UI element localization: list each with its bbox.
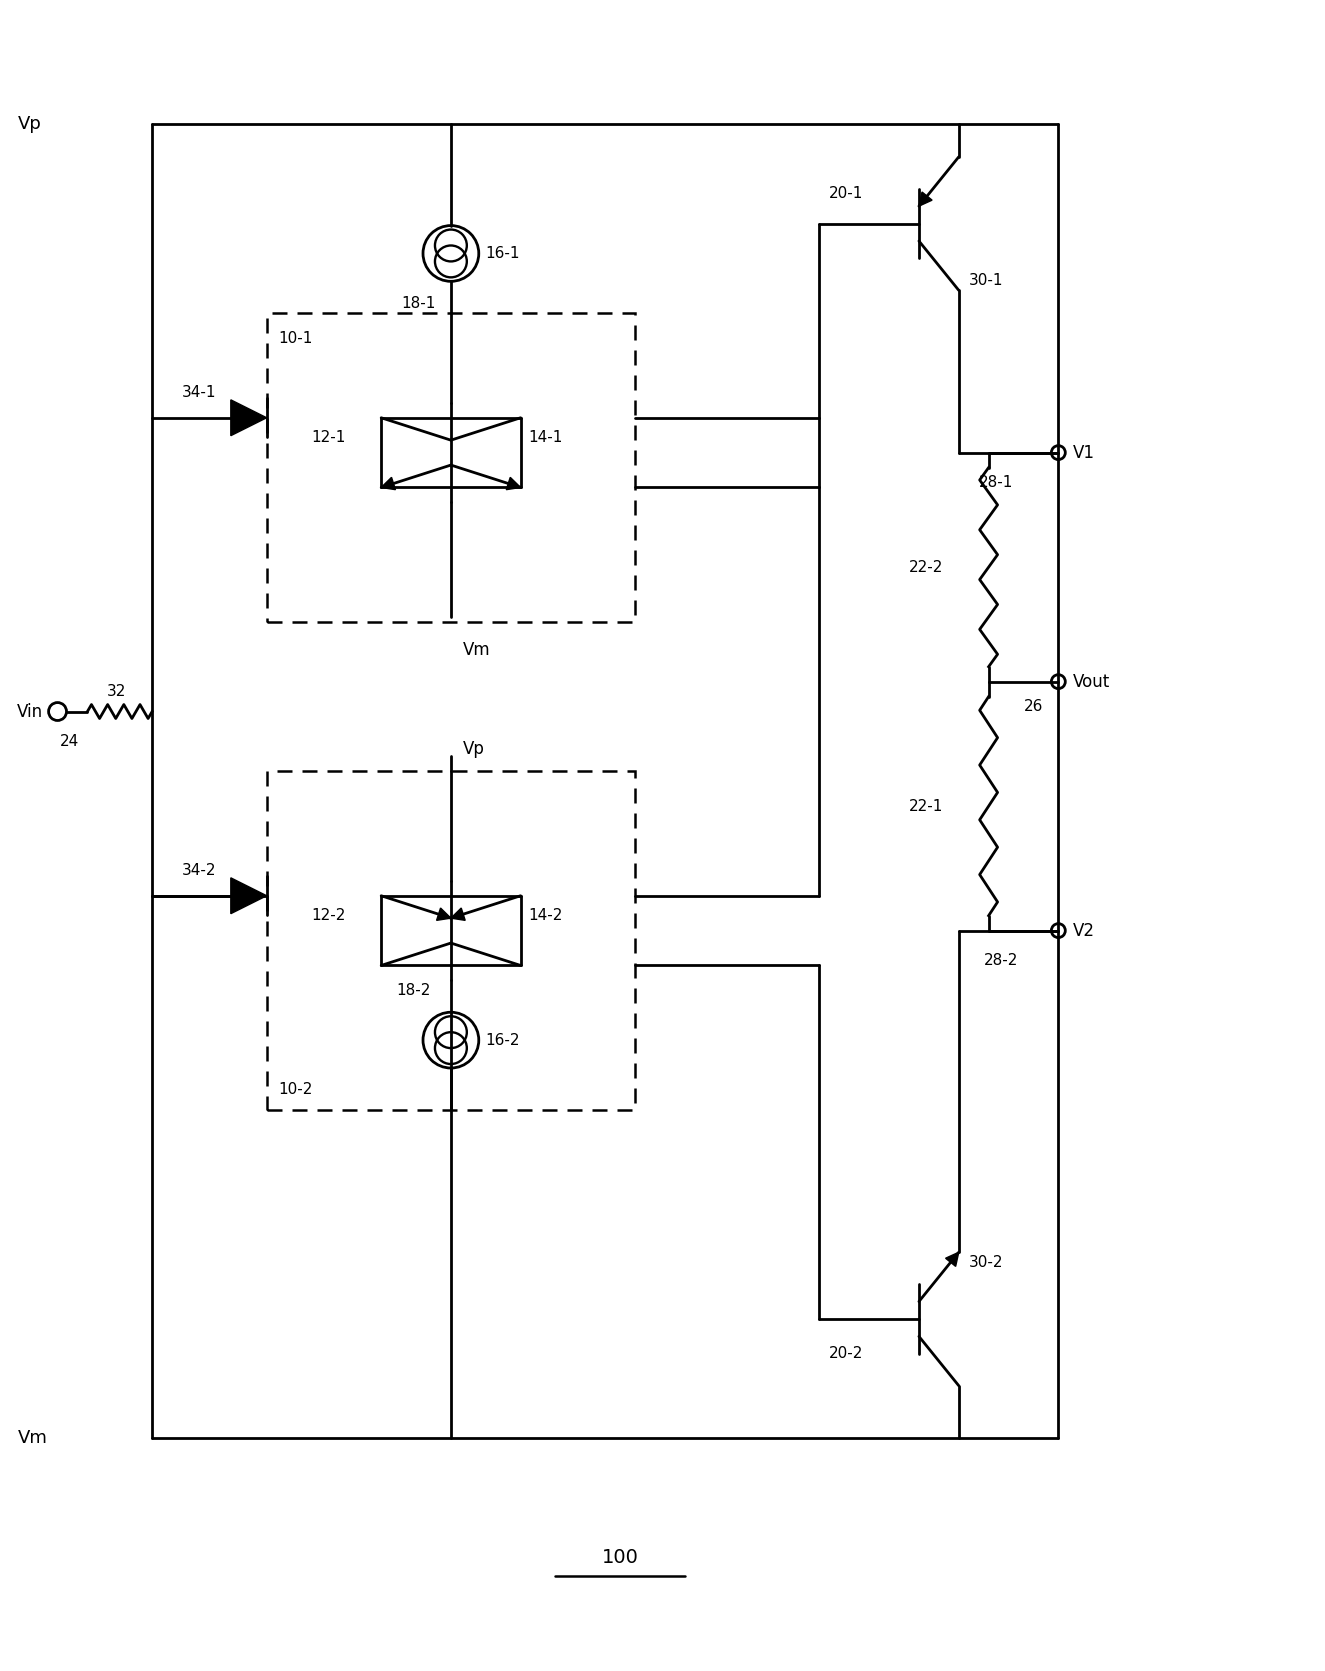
Polygon shape	[506, 478, 521, 490]
Bar	[266, 312, 635, 622]
Polygon shape	[451, 907, 465, 921]
Text: Vout: Vout	[1073, 673, 1110, 690]
Text: 28-1: 28-1	[979, 475, 1014, 490]
Text: 24: 24	[60, 734, 78, 749]
Text: 18-1: 18-1	[401, 296, 436, 311]
Text: 22-1: 22-1	[909, 799, 943, 814]
Text: 10-2: 10-2	[278, 1083, 313, 1098]
Text: V2: V2	[1073, 922, 1096, 939]
Text: 14-1: 14-1	[529, 429, 563, 444]
Text: Vp: Vp	[17, 115, 41, 134]
Polygon shape	[436, 907, 450, 921]
Text: Vp: Vp	[462, 740, 485, 759]
Text: 30-2: 30-2	[969, 1255, 1003, 1270]
Text: 18-2: 18-2	[396, 983, 431, 998]
Text: 28-2: 28-2	[983, 952, 1018, 968]
Text: V1: V1	[1073, 443, 1096, 461]
Polygon shape	[920, 192, 931, 206]
Text: Vm: Vm	[17, 1429, 48, 1447]
Text: 20-1: 20-1	[829, 185, 864, 201]
Text: Vin: Vin	[16, 702, 42, 720]
Bar	[266, 772, 635, 1110]
Polygon shape	[382, 478, 395, 490]
Text: 100: 100	[602, 1549, 639, 1567]
Text: 30-1: 30-1	[969, 272, 1003, 287]
Text: 32: 32	[107, 683, 126, 698]
Polygon shape	[946, 1252, 959, 1267]
Text: 12-1: 12-1	[311, 429, 346, 444]
Text: 16-2: 16-2	[486, 1033, 521, 1048]
Text: Vm: Vm	[462, 640, 490, 658]
Polygon shape	[231, 877, 266, 914]
Text: 20-2: 20-2	[829, 1347, 864, 1362]
Text: 26: 26	[1023, 698, 1043, 714]
Text: 14-2: 14-2	[529, 907, 563, 922]
Text: 22-2: 22-2	[909, 560, 943, 575]
Polygon shape	[231, 399, 266, 436]
Text: 34-2: 34-2	[182, 864, 216, 879]
Text: 10-1: 10-1	[278, 331, 313, 346]
Text: 16-1: 16-1	[486, 246, 521, 261]
Text: 34-1: 34-1	[182, 386, 216, 401]
Text: 12-2: 12-2	[311, 907, 346, 922]
